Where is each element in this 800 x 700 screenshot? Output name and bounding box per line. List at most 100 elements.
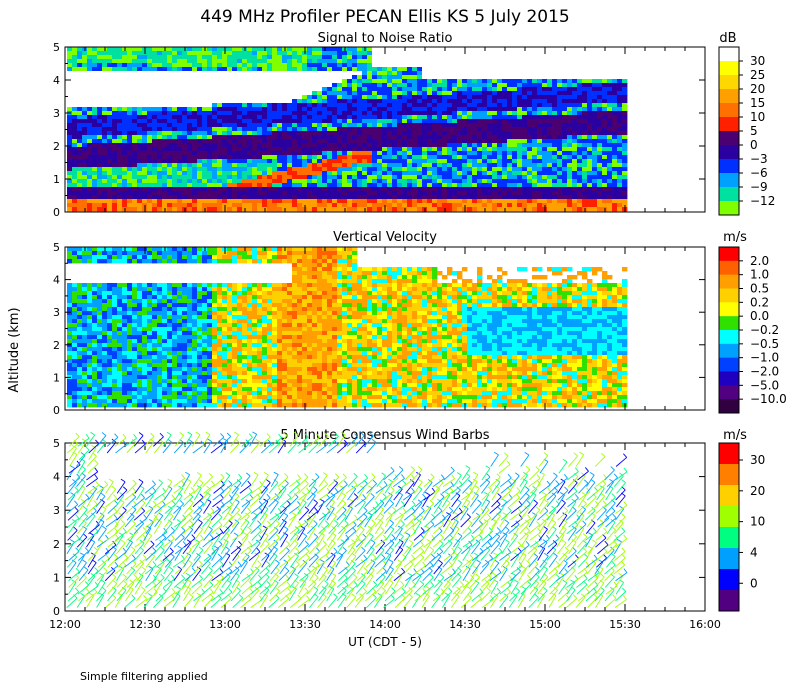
field-cell [222, 67, 228, 72]
field-cell [482, 139, 488, 144]
field-cell [207, 107, 213, 112]
field-cell [427, 163, 433, 168]
field-cell [607, 159, 613, 164]
field-cell [217, 163, 223, 168]
field-cell [417, 151, 423, 156]
field-cell [442, 59, 448, 64]
field-cell [87, 171, 93, 176]
field-cell [567, 199, 573, 204]
field-cell [257, 63, 263, 68]
field-cell [307, 195, 313, 200]
field-cell [137, 151, 143, 156]
field-cell [352, 187, 358, 192]
field-cell [617, 187, 623, 192]
field-cell [447, 75, 453, 80]
field-cell [412, 55, 418, 60]
field-cell [537, 155, 543, 160]
field-cell [297, 147, 303, 152]
field-cell [382, 139, 388, 144]
field-cell [197, 91, 203, 96]
field-cell [67, 179, 73, 184]
field-cell [167, 159, 173, 164]
field-cell [482, 67, 488, 72]
field-cell [537, 67, 543, 72]
field-cell [217, 143, 223, 148]
field-cell [372, 207, 378, 212]
field-cell [102, 139, 108, 144]
field-cell [507, 139, 513, 144]
field-cell [367, 183, 373, 188]
field-cell [102, 159, 108, 164]
field-cell [287, 67, 293, 72]
field-cell [247, 115, 253, 120]
field-cell [192, 183, 198, 188]
field-cell [97, 147, 103, 152]
field-cell [287, 147, 293, 152]
field-cell [427, 147, 433, 152]
field-cell [107, 127, 113, 132]
field-cell [82, 127, 88, 132]
field-cell [582, 171, 588, 176]
field-cell [267, 167, 273, 172]
field-cell [82, 331, 88, 336]
field-cell [607, 123, 613, 128]
field-cell [277, 155, 283, 160]
field-cell [547, 175, 553, 180]
field-cell [302, 59, 308, 64]
field-cell [362, 59, 368, 64]
field-cell [487, 71, 493, 76]
field-cell [382, 107, 388, 112]
field-cell [202, 111, 208, 116]
field-cell [597, 115, 603, 120]
field-cell [72, 171, 78, 176]
field-cell [427, 75, 433, 80]
field-cell [142, 171, 148, 176]
field-cell [232, 191, 238, 196]
field-cell [422, 91, 428, 96]
field-cell [527, 47, 533, 52]
field-cell [177, 163, 183, 168]
field-cell [542, 127, 548, 132]
field-cell [272, 151, 278, 156]
field-cell [382, 123, 388, 128]
field-cell [397, 191, 403, 196]
field-cell [287, 171, 293, 176]
field-cell [297, 75, 303, 80]
field-cell [512, 159, 518, 164]
field-cell [137, 203, 143, 208]
field-cell [137, 183, 143, 188]
field-cell [92, 111, 98, 116]
field-cell [517, 59, 523, 64]
field-cell [492, 119, 498, 124]
field-cell [392, 135, 398, 140]
field-cell [622, 179, 628, 184]
field-cell [562, 163, 568, 168]
field-cell [532, 115, 538, 120]
field-cell [487, 163, 493, 168]
field-cell [252, 183, 258, 188]
field-cell [67, 359, 73, 364]
field-cell [612, 79, 618, 84]
field-cell [207, 103, 213, 108]
field-cell [372, 179, 378, 184]
field-cell [107, 79, 113, 84]
field-cell [197, 115, 203, 120]
field-cell [102, 283, 108, 288]
field-cell [622, 55, 628, 60]
field-cell [577, 175, 583, 180]
field-cell [222, 147, 228, 152]
colorbar-label: 0 [750, 138, 758, 152]
field-cell [262, 143, 268, 148]
field-cell [87, 207, 93, 212]
field-cell [427, 183, 433, 188]
field-cell [532, 191, 538, 196]
field-cell [412, 111, 418, 116]
field-cell [107, 155, 113, 160]
field-cell [302, 135, 308, 140]
field-cell [482, 103, 488, 108]
field-cell [112, 47, 118, 52]
field-cell [537, 123, 543, 128]
field-cell [67, 79, 73, 84]
colorbar-label: 15 [750, 96, 765, 110]
field-cell [92, 155, 98, 160]
